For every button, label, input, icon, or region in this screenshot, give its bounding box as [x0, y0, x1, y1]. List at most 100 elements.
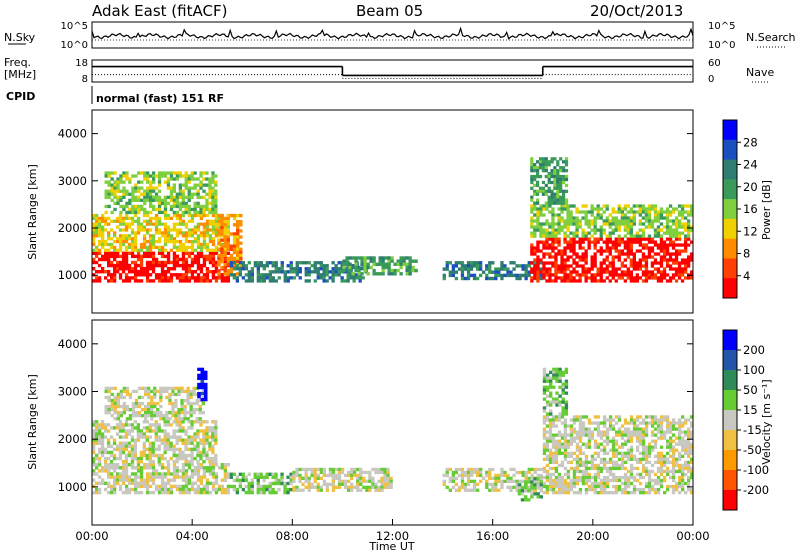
data-cell	[460, 479, 465, 483]
data-cell	[542, 373, 547, 377]
data-cell	[638, 243, 642, 247]
data-cell	[460, 473, 465, 478]
data-cell	[608, 457, 613, 461]
data-cell	[590, 276, 594, 280]
data-cell	[566, 234, 570, 238]
data-cell	[383, 479, 387, 483]
data-cell	[491, 270, 495, 274]
data-cell	[172, 469, 177, 473]
data-cell	[337, 273, 341, 277]
data-cell	[626, 457, 631, 461]
data-cell	[181, 475, 186, 479]
data-cell	[113, 475, 117, 479]
data-cell	[145, 472, 150, 476]
data-cell	[125, 389, 130, 394]
data-cell	[644, 243, 649, 247]
data-cell	[662, 216, 667, 220]
data-cell	[184, 469, 189, 473]
data-cell	[154, 276, 159, 280]
data-cell	[241, 475, 245, 479]
data-cell	[146, 189, 150, 193]
data-cell	[151, 423, 155, 427]
data-cell	[557, 225, 561, 229]
data-cell	[545, 484, 550, 489]
data-cell	[355, 276, 359, 280]
data-cell	[112, 441, 117, 445]
data-cell	[635, 204, 639, 208]
data-cell	[205, 171, 209, 175]
data-cell	[479, 273, 483, 278]
data-cell	[353, 470, 357, 475]
data-cell	[518, 470, 522, 475]
data-cell	[118, 441, 123, 445]
data-cell	[148, 273, 153, 277]
data-cell	[533, 270, 537, 274]
data-cell	[220, 223, 224, 227]
data-cell	[590, 213, 594, 217]
data-cell	[137, 210, 141, 215]
data-cell	[690, 436, 694, 440]
data-cell	[214, 267, 219, 271]
data-cell	[193, 186, 197, 190]
data-cell	[572, 478, 577, 483]
data-cell	[590, 481, 595, 486]
data-cell	[152, 207, 156, 212]
data-cell	[92, 251, 96, 255]
data-cell	[113, 240, 117, 244]
data-cell	[121, 267, 126, 271]
data-cell	[488, 267, 492, 271]
data-cell	[157, 240, 162, 244]
data-cell	[378, 259, 382, 263]
data-cell	[566, 442, 571, 446]
data-cell	[491, 485, 495, 489]
data-cell	[241, 472, 245, 476]
data-cell	[608, 222, 612, 226]
data-cell	[250, 270, 254, 274]
freq-ytick-bottom: 8	[82, 74, 88, 85]
data-cell	[157, 180, 162, 184]
data-cell	[533, 249, 537, 253]
data-cell	[142, 225, 147, 229]
data-cell	[131, 389, 136, 394]
data-cell	[539, 267, 543, 271]
data-cell	[190, 240, 195, 244]
data-cell	[328, 270, 332, 274]
data-cell	[542, 427, 547, 431]
data-cell	[687, 210, 691, 214]
data-cell	[196, 228, 201, 232]
data-cell	[238, 484, 242, 489]
data-cell	[681, 484, 685, 489]
data-cell	[584, 469, 589, 474]
data-cell	[211, 225, 216, 229]
data-cell	[602, 491, 607, 495]
data-cell	[614, 279, 618, 283]
data-cell	[575, 430, 580, 434]
data-cell	[659, 237, 664, 241]
data-cell	[229, 266, 234, 270]
data-cell	[551, 234, 555, 238]
data-cell	[599, 216, 603, 220]
data-cell	[95, 432, 99, 436]
data-cell	[136, 257, 141, 262]
data-cell	[184, 195, 188, 199]
data-cell	[605, 451, 610, 455]
data-cell	[476, 482, 480, 486]
data-cell	[160, 198, 165, 202]
data-cell	[575, 457, 580, 461]
data-cell	[153, 392, 157, 397]
data-cell	[536, 174, 540, 179]
data-cell	[175, 213, 180, 218]
data-cell	[599, 249, 603, 253]
data-cell	[593, 207, 597, 211]
data-cell	[110, 273, 114, 277]
data-cell	[128, 192, 132, 196]
data-cell	[590, 460, 595, 464]
data-cell	[208, 201, 212, 205]
data-cell	[596, 204, 600, 208]
data-cell	[602, 445, 607, 449]
data-cell	[665, 231, 670, 235]
data-cell	[133, 478, 138, 482]
data-cell	[530, 267, 534, 271]
noise-ytick-right-bottom: 10^0	[708, 40, 735, 51]
data-cell	[151, 234, 156, 238]
